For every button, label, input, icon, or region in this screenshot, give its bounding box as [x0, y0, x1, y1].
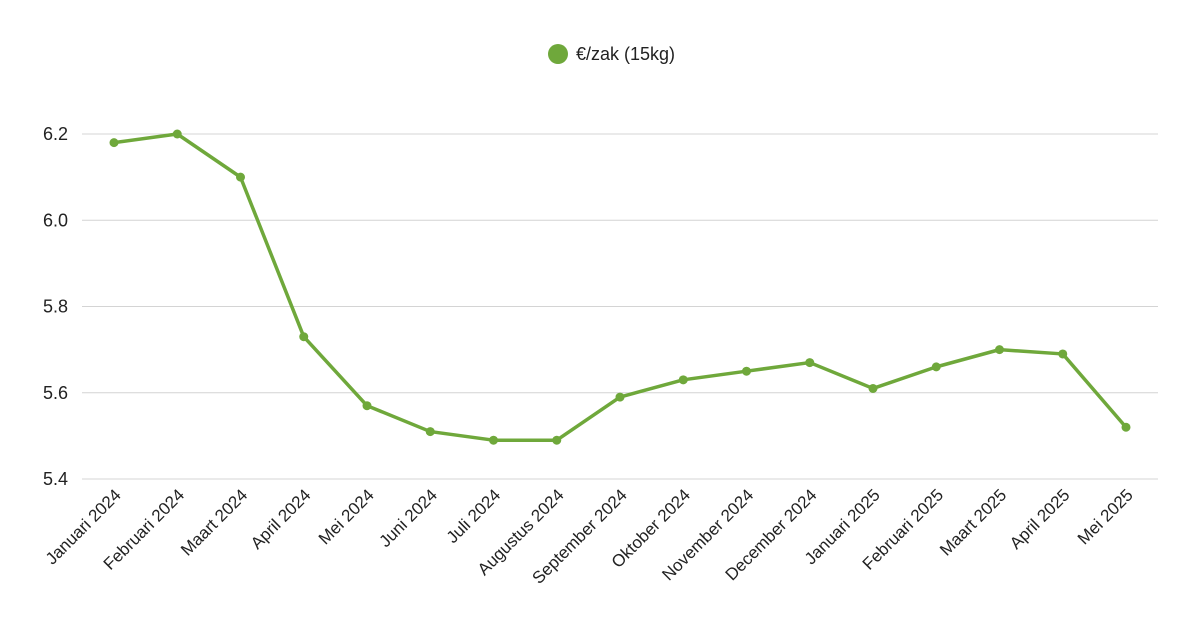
data-point[interactable]: [425, 427, 435, 437]
data-point[interactable]: [868, 383, 878, 393]
x-tick-label: April 2025: [1006, 485, 1074, 553]
data-point[interactable]: [805, 358, 815, 368]
x-tick-label: Mei 2024: [315, 485, 378, 548]
series-layer: [109, 129, 1131, 445]
data-point[interactable]: [1121, 422, 1131, 432]
y-tick-label: 5.8: [43, 297, 68, 317]
data-point[interactable]: [615, 392, 625, 402]
data-point[interactable]: [362, 401, 372, 411]
y-gridlines: [82, 133, 1158, 480]
x-tick-label: Maart 2025: [936, 485, 1010, 559]
data-point[interactable]: [236, 172, 245, 182]
y-tick-label: 6.0: [43, 210, 68, 230]
x-tick-label: April 2024: [247, 485, 315, 553]
data-point[interactable]: [109, 138, 119, 148]
y-axis-ticks: 5.4 5.6 5.8 6.0 6.2: [43, 124, 68, 489]
legend-label: €/zak (15kg): [576, 44, 675, 64]
legend-swatch: [548, 44, 568, 64]
data-point[interactable]: [172, 129, 182, 139]
y-tick-label: 6.2: [43, 124, 68, 144]
legend[interactable]: €/zak (15kg): [548, 44, 675, 64]
data-point[interactable]: [299, 332, 309, 342]
x-tick-label: Mei 2025: [1074, 485, 1137, 548]
y-tick-label: 5.6: [43, 383, 68, 403]
data-point[interactable]: [995, 345, 1004, 355]
data-point[interactable]: [678, 375, 688, 385]
data-point[interactable]: [552, 435, 562, 445]
y-tick-label: 5.4: [43, 469, 68, 489]
x-tick-label: Juli 2024: [443, 485, 505, 547]
data-point[interactable]: [489, 435, 498, 445]
data-point[interactable]: [931, 362, 941, 372]
data-point[interactable]: [742, 366, 751, 376]
x-tick-label: Juni 2024: [376, 485, 442, 551]
data-point[interactable]: [1058, 349, 1068, 359]
x-tick-label: Maart 2024: [177, 485, 251, 559]
